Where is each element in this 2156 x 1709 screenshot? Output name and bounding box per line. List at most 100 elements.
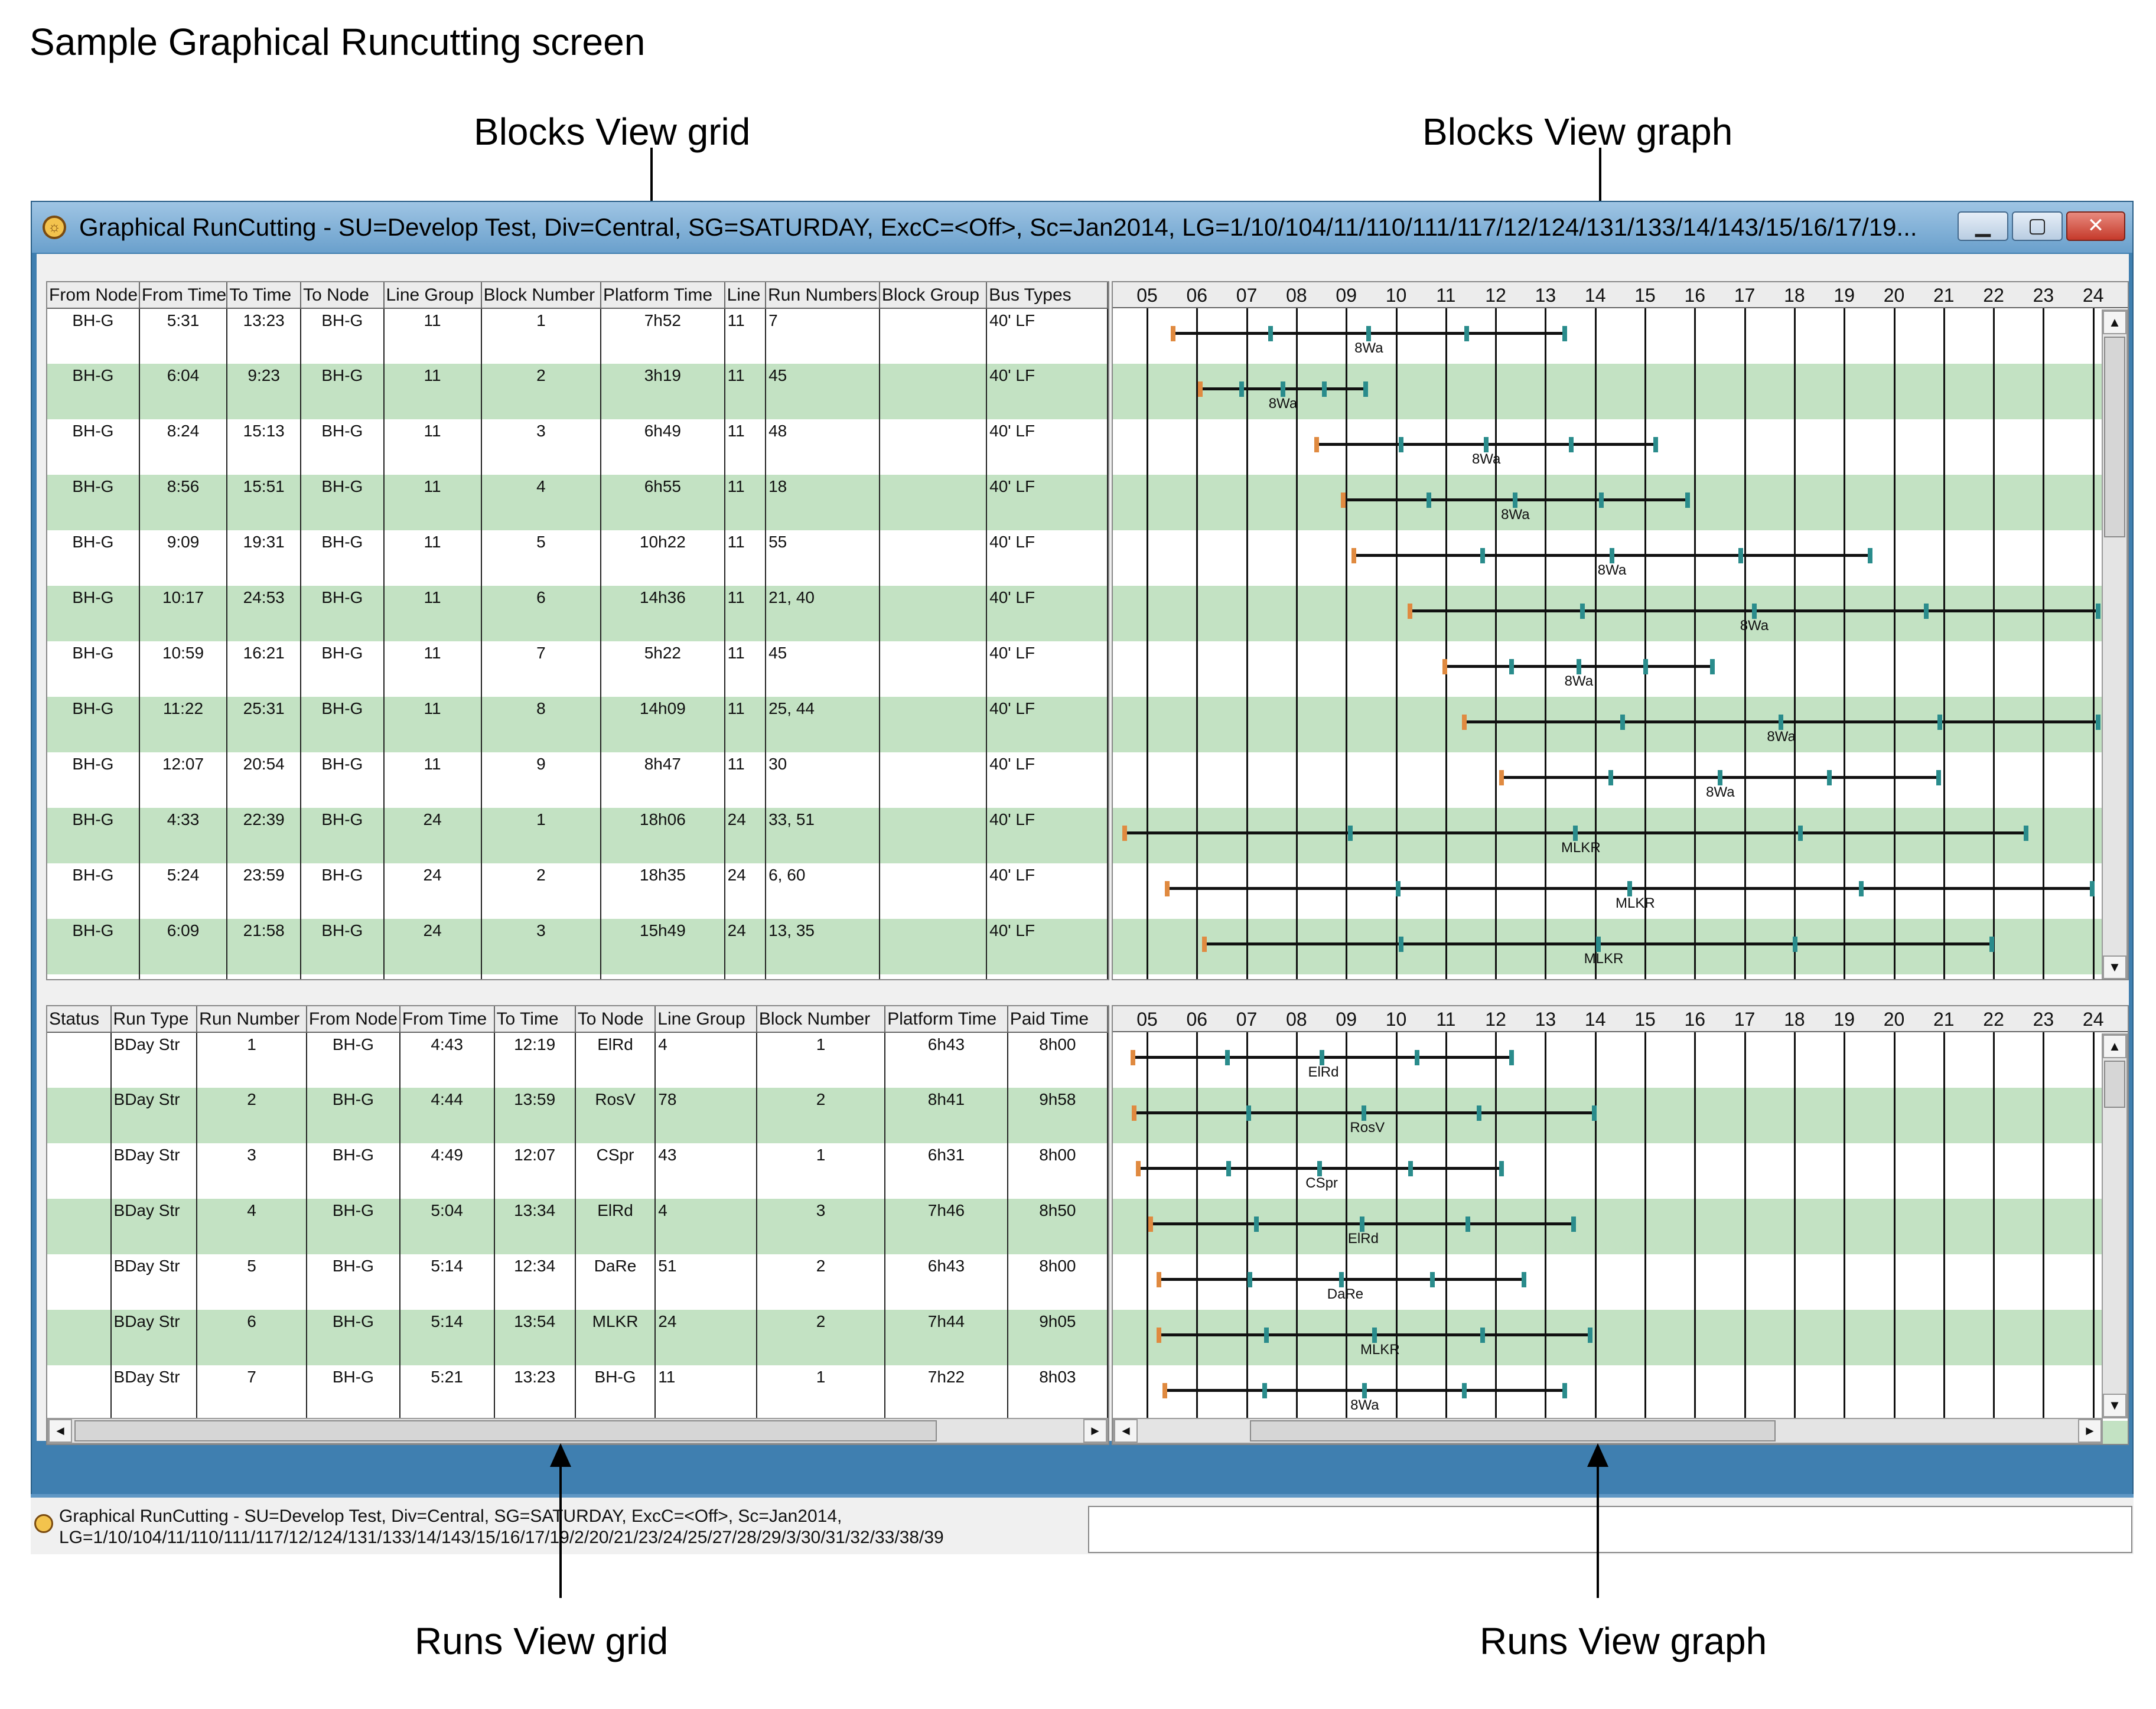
column-header[interactable]: To Node — [575, 1006, 656, 1033]
table-cell: BH-G — [301, 752, 385, 808]
column-header[interactable]: Block Group — [879, 282, 988, 309]
table-row[interactable]: BH-G7:3923:14BH-G24415h352416, 3840' LF — [47, 974, 1108, 979]
table-row[interactable]: BH-G 5:31 13:23 BH-G 11 1 7h52 11 7 40' LF — [47, 308, 1108, 364]
scroll-left-button[interactable]: ◄ — [48, 1419, 72, 1443]
blocks-vscrollbar[interactable]: ▲ ▼ — [2102, 309, 2128, 979]
scroll-right-button[interactable]: ► — [1083, 1419, 1107, 1443]
title-bar[interactable]: ☼ Graphical RunCutting - SU=Develop Test… — [32, 202, 2132, 253]
column-header[interactable]: Platform Time — [885, 1006, 1008, 1033]
table-row[interactable]: BDay Str 3 BH-G 4:49 12:07 CSpr 43 1 6h31 8h00 — [47, 1143, 1108, 1199]
column-header[interactable]: From Time — [139, 282, 228, 309]
column-header[interactable]: From Node — [47, 282, 140, 309]
trip-start-tick — [1201, 937, 1207, 952]
schedule-bar[interactable] — [1166, 1444, 1572, 1445]
column-header[interactable]: Line Group — [383, 282, 482, 309]
column-header[interactable]: Platform Time — [601, 282, 725, 309]
column-header[interactable]: To Time — [494, 1006, 576, 1033]
hour-label: 13 — [1535, 285, 1556, 306]
trip-start-tick — [1162, 1383, 1167, 1398]
table-row[interactable]: BH-G 6:04 9:23 BH-G 11 2 3h19 11 45 40' LF — [47, 364, 1108, 419]
table-cell — [879, 974, 988, 979]
runs-graph-hscrollbar[interactable]: ◄ ► — [1113, 1418, 2103, 1444]
table-cell: 40' LF — [986, 808, 1108, 863]
table-cell: BDay Str — [110, 1143, 198, 1199]
table-cell: 2 — [756, 1310, 886, 1365]
scroll-thumb[interactable] — [74, 1420, 937, 1441]
maximize-button[interactable]: ▢ — [2012, 211, 2063, 241]
hour-gridline — [1694, 308, 1696, 979]
table-row[interactable]: BH-G 8:56 15:51 BH-G 11 4 6h55 11 18 40' LF — [47, 475, 1108, 530]
scroll-up-button[interactable]: ▲ — [2103, 1035, 2126, 1058]
table-cell: CSpr — [575, 1143, 656, 1199]
runs-grid-hscrollbar[interactable]: ◄ ► — [47, 1418, 1108, 1444]
table-cell: 18h35 — [601, 863, 725, 919]
trip-start-tick — [1156, 1272, 1161, 1287]
scroll-thumb[interactable] — [2104, 1061, 2125, 1108]
table-cell: 11 — [383, 364, 482, 419]
column-header[interactable]: Bus Types — [986, 282, 1108, 309]
table-cell: 24 — [724, 808, 767, 863]
column-header[interactable]: Line — [724, 282, 767, 309]
column-header[interactable]: Run Numbers — [766, 282, 880, 309]
trip-end-tick — [2096, 604, 2100, 619]
table-row[interactable]: BDay Str 1 BH-G 4:43 12:19 ElRd 4 1 6h43 8h00 — [47, 1032, 1108, 1088]
table-cell: BDay Str — [110, 1032, 198, 1088]
trip-tick — [1362, 1105, 1367, 1121]
table-cell: 3 — [197, 1143, 307, 1199]
column-header[interactable]: Block Number — [481, 282, 602, 309]
column-header[interactable]: Block Number — [756, 1006, 886, 1033]
column-header[interactable]: Run Number — [197, 1006, 307, 1033]
scroll-down-button[interactable]: ▼ — [2103, 955, 2126, 979]
blocks-grid[interactable]: From Node From Time To Time To Node Line Gro… — [46, 281, 1109, 980]
table-row[interactable]: BH-G 10:17 24:53 BH-G 11 6 14h36 11 21, 40 40' LF — [47, 586, 1108, 641]
table-row[interactable]: BDay Str 4 BH-G 5:04 13:34 ElRd 4 3 7h46 8h50 — [47, 1199, 1108, 1254]
table-cell: 11 — [383, 641, 482, 697]
table-cell — [879, 530, 988, 586]
column-header[interactable]: Run Type — [110, 1006, 198, 1033]
table-row[interactable]: BDay Str 7 BH-G 5:21 13:23 BH-G 11 1 7h22 8h03 — [47, 1365, 1108, 1421]
column-header[interactable]: To Time — [227, 282, 302, 309]
table-cell: 4 — [481, 974, 602, 979]
table-row[interactable]: BH-G 12:07 20:54 BH-G 11 9 8h47 11 30 40' LF — [47, 752, 1108, 808]
table-cell: 45 — [766, 641, 880, 697]
column-header[interactable]: From Node — [306, 1006, 400, 1033]
table-cell: 2 — [756, 1254, 886, 1310]
table-cell: 7 — [197, 1365, 307, 1421]
scroll-thumb[interactable] — [2104, 337, 2125, 537]
runs-grid[interactable]: Status Run Type Run Number From Node From Ti… — [46, 1005, 1109, 1445]
column-header[interactable]: From Time — [399, 1006, 495, 1033]
table-row[interactable]: BH-G 6:09 21:58 BH-G 24 3 15h49 24 13, 35 40' LF — [47, 919, 1108, 974]
table-row[interactable]: BH-G 11:22 25:31 BH-G 11 8 14h09 11 25, 44 40' LF — [47, 697, 1108, 752]
column-header[interactable]: Paid Time — [1007, 1006, 1108, 1033]
column-header[interactable]: Line Group — [655, 1006, 757, 1033]
table-row[interactable]: BH-G 4:33 22:39 BH-G 24 1 18h06 24 33, 51 40' LF — [47, 808, 1108, 863]
trip-tick — [1464, 326, 1469, 341]
table-row[interactable]: BDay Str 2 BH-G 4:44 13:59 RosV 78 2 8h41 9h58 — [47, 1088, 1108, 1143]
column-header[interactable]: To Node — [301, 282, 385, 309]
table-row[interactable]: BH-G 9:09 19:31 BH-G 11 5 10h22 11 55 40' LF — [47, 530, 1108, 586]
runs-graph[interactable]: 05 06 07 08 09 10 11 12 13 14 15 16 17 18 19 20 21 22 23 24… — [1112, 1005, 2129, 1445]
scroll-thumb[interactable] — [1250, 1420, 1776, 1441]
column-header[interactable]: Status — [47, 1006, 112, 1033]
table-row[interactable]: BDay Str 6 BH-G 5:14 13:54 MLKR 24 2 7h44 9h05 — [47, 1310, 1108, 1365]
hour-label: 17 — [1734, 1009, 1756, 1030]
table-cell: 6h31 — [885, 1143, 1008, 1199]
minimize-button[interactable]: ▁ — [1958, 211, 2008, 241]
blocks-graph[interactable]: 05 06 07 08 09 10 11 12 13 14 15 16 17 18 19 20 21 22 23 24… — [1112, 281, 2129, 980]
scroll-down-button[interactable]: ▼ — [2103, 1394, 2126, 1417]
table-cell: BH-G — [306, 1365, 400, 1421]
runs-vscrollbar[interactable]: ▲ ▼ — [2102, 1033, 2128, 1418]
scroll-right-button[interactable]: ► — [2078, 1419, 2102, 1443]
bar-node-label: 8Wa — [1767, 729, 1796, 745]
table-cell: BH-G — [47, 641, 140, 697]
table-row[interactable]: BH-G 10:59 16:21 BH-G 11 7 5h22 11 45 40' LF — [47, 641, 1108, 697]
trip-tick — [1359, 1216, 1364, 1232]
bar-node-label: 8Wa — [1471, 451, 1501, 467]
scroll-left-button[interactable]: ◄ — [1114, 1419, 1138, 1443]
close-button[interactable]: ✕ — [2066, 211, 2125, 241]
table-row[interactable]: BDay Str 5 BH-G 5:14 12:34 DaRe 51 2 6h43 8h00 — [47, 1254, 1108, 1310]
scroll-up-button[interactable]: ▲ — [2103, 311, 2126, 334]
trip-end-tick — [1867, 548, 1872, 563]
table-row[interactable]: BH-G 8:24 15:13 BH-G 11 3 6h49 11 48 40' LF — [47, 419, 1108, 475]
table-row[interactable]: BH-G 5:24 23:59 BH-G 24 2 18h35 24 6, 60 40' LF — [47, 863, 1108, 919]
